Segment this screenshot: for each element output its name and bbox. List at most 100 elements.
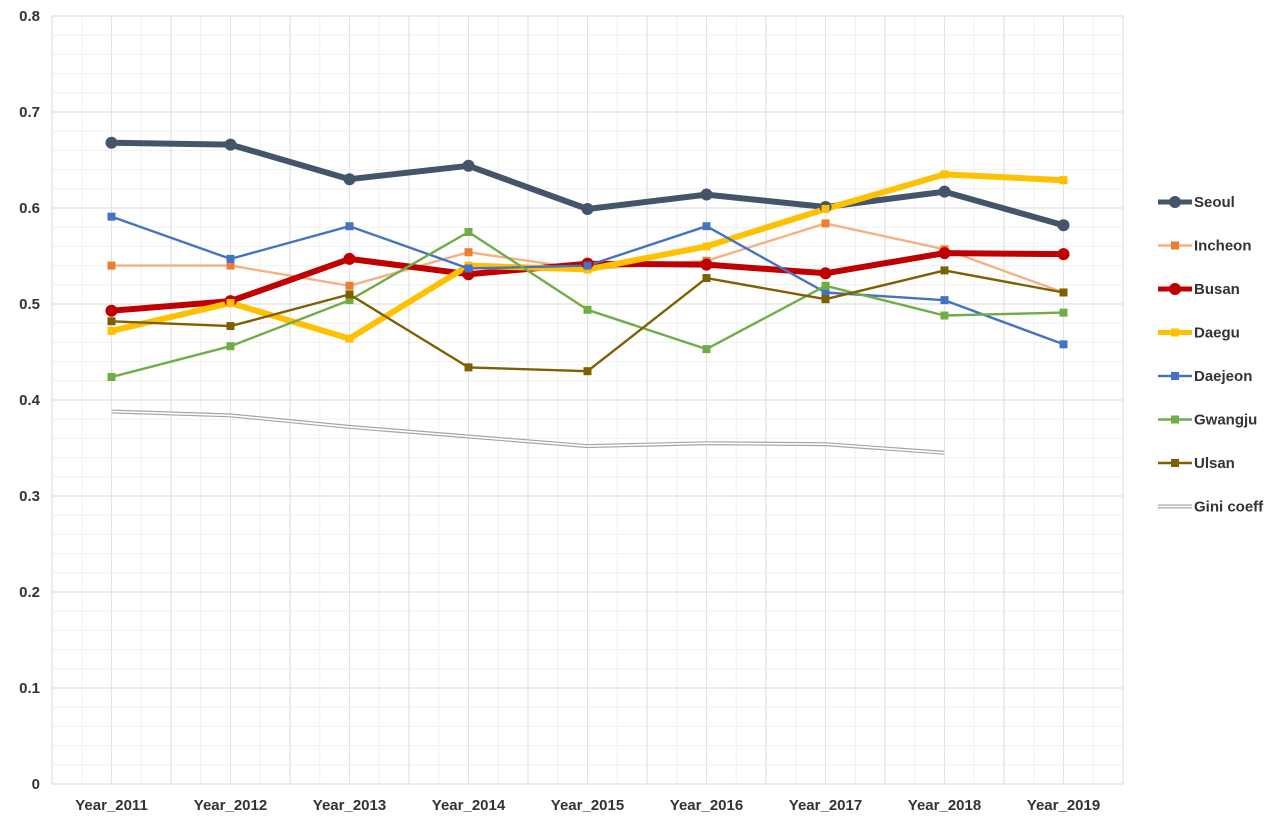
data-point — [702, 345, 711, 354]
data-point — [700, 188, 713, 201]
data-point — [464, 363, 473, 372]
x-tick-label: Year_2014 — [432, 797, 506, 814]
legend-item: Daegu — [1158, 325, 1240, 342]
data-point — [1171, 459, 1179, 467]
data-point — [345, 222, 354, 231]
data-point — [1169, 196, 1181, 208]
data-point — [821, 219, 830, 228]
data-point — [1171, 241, 1179, 250]
y-tick-label: 0.7 — [19, 104, 40, 121]
data-point — [462, 159, 475, 172]
data-point — [940, 311, 949, 320]
data-point — [702, 242, 711, 251]
legend-label: Busan — [1194, 281, 1240, 298]
y-tick-label: 0 — [32, 776, 40, 793]
data-point — [226, 261, 235, 270]
x-tick-label: Year_2018 — [908, 797, 981, 814]
data-point — [464, 228, 473, 236]
data-point — [1059, 340, 1068, 349]
data-point — [343, 252, 356, 265]
legend-label: Incheon — [1194, 238, 1252, 255]
data-point — [1169, 283, 1181, 295]
data-point — [107, 261, 116, 270]
legend-label: Daegu — [1194, 325, 1240, 342]
data-point — [581, 202, 594, 215]
data-point — [1057, 248, 1070, 261]
data-point — [1059, 288, 1068, 297]
data-point — [819, 267, 832, 280]
data-point — [345, 296, 354, 305]
data-point — [1059, 176, 1068, 185]
data-point — [464, 264, 473, 273]
data-point — [1171, 372, 1179, 380]
data-point — [821, 295, 830, 304]
legend-label: Gwangju — [1194, 412, 1257, 429]
legend-label: Ulsan — [1194, 455, 1235, 472]
x-tick-label: Year_2019 — [1027, 797, 1100, 814]
data-point — [821, 288, 830, 297]
data-point — [105, 136, 118, 149]
legend-item: Busan — [1158, 281, 1240, 298]
legend-label: Gini coeff — [1194, 499, 1264, 516]
legend-item: Incheon — [1158, 238, 1252, 255]
data-point — [940, 296, 949, 305]
data-point — [938, 185, 951, 198]
data-point — [583, 367, 592, 376]
legend: Seoul Incheon Busan Daegu Daejeon Gwangju Ulsa… — [1158, 194, 1264, 516]
data-point — [107, 317, 116, 326]
legend-label: Daejeon — [1194, 368, 1252, 385]
legend-label: Seoul — [1194, 194, 1235, 211]
y-tick-label: 0.2 — [19, 584, 40, 601]
data-point — [345, 281, 354, 290]
data-point — [345, 334, 354, 343]
data-point — [107, 212, 116, 221]
data-point — [464, 248, 473, 257]
y-tick-label: 0.1 — [19, 680, 40, 697]
x-tick-label: Year_2016 — [670, 797, 743, 814]
data-point — [226, 342, 235, 351]
legend-item: Gwangju — [1158, 412, 1257, 429]
y-axis-tick-labels: 0 0.1 0.2 0.3 0.4 0.5 0.6 0.7 0.8 — [19, 8, 41, 793]
data-point — [343, 173, 356, 186]
data-point — [226, 322, 235, 331]
data-point — [938, 247, 951, 260]
legend-item: Ulsan — [1158, 455, 1235, 472]
data-point — [583, 305, 592, 314]
data-point — [226, 299, 235, 308]
y-tick-label: 0.5 — [19, 296, 40, 313]
x-axis-tick-labels: Year_2011 Year_2012 Year_2013 Year_2014 Year… — [75, 797, 1100, 814]
x-tick-label: Year_2017 — [789, 797, 862, 814]
x-tick-label: Year_2011 — [75, 797, 148, 814]
y-tick-label: 0.3 — [19, 488, 40, 505]
y-tick-label: 0.8 — [19, 8, 40, 25]
data-point — [226, 254, 235, 263]
data-point — [107, 326, 116, 335]
data-point — [821, 281, 830, 290]
data-point — [1171, 328, 1179, 337]
data-point — [1057, 219, 1070, 232]
data-point — [821, 204, 830, 213]
data-point — [1059, 308, 1068, 317]
data-point — [105, 304, 118, 317]
x-tick-label: Year_2012 — [194, 797, 267, 814]
data-point — [224, 138, 237, 151]
x-tick-label: Year_2015 — [551, 797, 624, 814]
data-point — [700, 258, 713, 271]
legend-item: Daejeon — [1158, 368, 1252, 385]
y-tick-label: 0.6 — [19, 200, 40, 217]
data-point — [702, 274, 711, 283]
x-tick-label: Year_2013 — [313, 797, 386, 814]
data-point — [940, 266, 949, 275]
series-line-inner — [111, 410, 945, 454]
legend-item: Seoul — [1158, 194, 1235, 211]
y-tick-label: 0.4 — [19, 392, 41, 409]
series-markers — [105, 136, 1070, 381]
data-point — [702, 222, 711, 231]
data-point — [345, 290, 354, 299]
data-point — [583, 261, 592, 270]
data-point — [107, 372, 116, 381]
legend-item: Gini coeff — [1158, 499, 1264, 516]
data-point — [940, 170, 949, 179]
data-point — [1171, 415, 1179, 424]
